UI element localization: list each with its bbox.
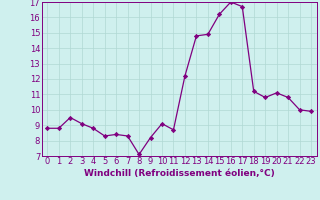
X-axis label: Windchill (Refroidissement éolien,°C): Windchill (Refroidissement éolien,°C): [84, 169, 275, 178]
